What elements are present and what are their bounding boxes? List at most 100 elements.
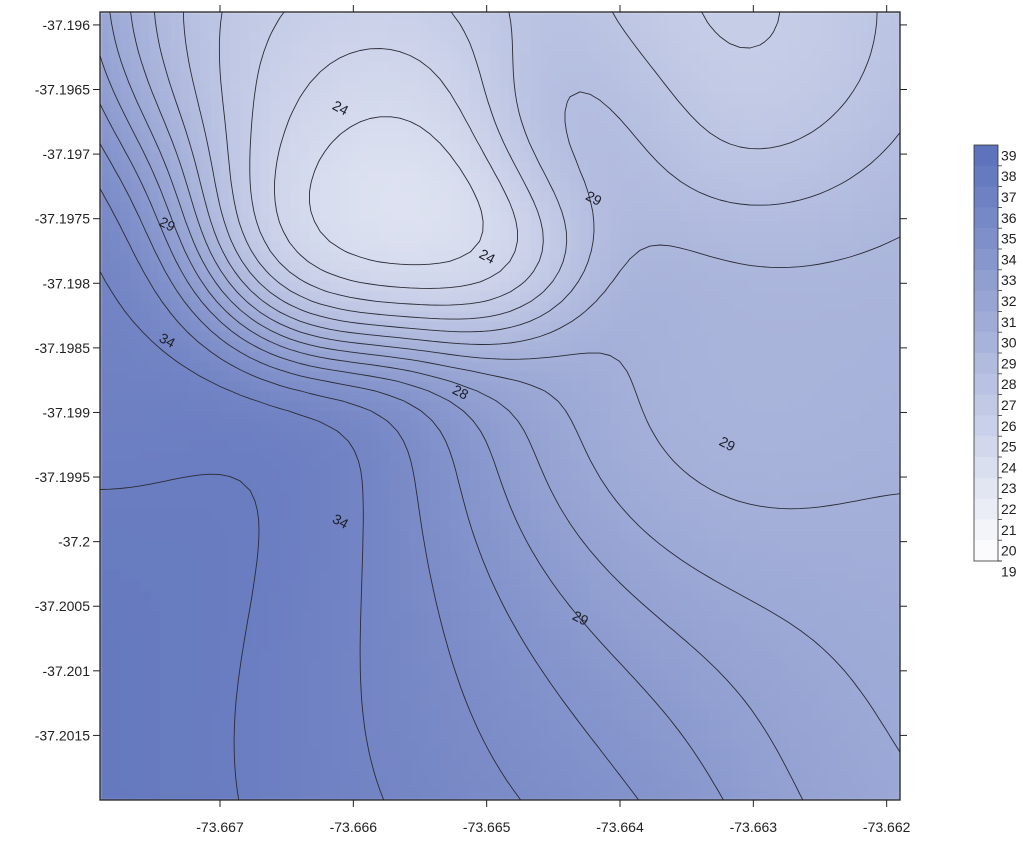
field-cell <box>700 430 711 442</box>
field-cell <box>270 41 281 53</box>
field-cell <box>110 191 121 203</box>
field-cell <box>160 311 171 322</box>
field-cell <box>330 341 341 352</box>
field-cell <box>120 470 131 482</box>
field-cell <box>820 610 831 622</box>
field-cell <box>400 301 411 312</box>
field-cell <box>250 161 261 173</box>
field-cell <box>760 371 771 382</box>
field-cell <box>250 600 261 612</box>
field-cell <box>230 211 241 223</box>
field-cell <box>460 61 471 73</box>
field-cell <box>620 41 631 53</box>
field-cell <box>260 31 271 43</box>
field-cell <box>200 371 211 382</box>
field-cell <box>230 241 241 252</box>
field-cell <box>150 420 161 432</box>
field-cell <box>400 171 411 183</box>
field-cell <box>870 141 881 153</box>
field-cell <box>150 211 161 223</box>
field-cell <box>850 31 861 43</box>
field-cell <box>360 440 371 452</box>
field-cell <box>250 401 261 412</box>
field-cell <box>660 201 671 213</box>
field-cell <box>530 121 541 133</box>
field-cell <box>480 470 491 482</box>
field-cell <box>400 361 411 372</box>
field-cell <box>540 301 551 312</box>
field-cell <box>600 331 611 342</box>
field-cell <box>740 500 751 512</box>
field-cell <box>520 12 531 23</box>
field-cell <box>480 21 491 33</box>
field-cell <box>670 211 681 223</box>
field-cell <box>500 181 511 193</box>
field-cell <box>850 171 861 183</box>
field-cell <box>870 321 881 332</box>
field-cell <box>810 131 821 143</box>
field-cell <box>340 620 351 632</box>
field-cell <box>850 191 861 203</box>
field-cell <box>300 610 311 622</box>
field-cell <box>510 221 521 233</box>
field-cell <box>390 261 401 272</box>
field-cell <box>890 321 900 332</box>
field-cell <box>230 391 241 402</box>
field-cell <box>160 510 171 522</box>
field-cell <box>230 600 241 612</box>
field-cell <box>480 361 491 372</box>
field-cell <box>210 620 221 632</box>
field-cell <box>780 500 791 512</box>
field-cell <box>860 231 871 243</box>
field-cell <box>340 480 351 492</box>
field-cell <box>380 590 391 602</box>
field-cell <box>390 111 401 123</box>
field-cell <box>160 211 171 223</box>
field-cell <box>410 271 421 282</box>
field-cell <box>240 550 251 562</box>
field-cell <box>240 520 251 532</box>
field-cell <box>750 301 761 312</box>
field-cell <box>260 361 271 372</box>
field-cell <box>260 151 271 163</box>
field-cell <box>480 211 491 223</box>
field-cell <box>420 510 431 522</box>
field-cell <box>310 111 321 123</box>
field-cell <box>690 540 701 552</box>
field-cell <box>580 231 591 243</box>
field-cell <box>760 301 771 312</box>
field-cell <box>200 361 211 372</box>
field-cell <box>340 460 351 472</box>
field-cell <box>190 231 201 243</box>
field-cell <box>710 231 721 243</box>
field-cell <box>720 500 731 512</box>
field-cell <box>560 620 571 632</box>
field-cell <box>260 131 271 143</box>
field-cell <box>590 31 601 43</box>
field-cell <box>630 500 641 512</box>
field-cell <box>710 51 721 63</box>
field-cell <box>440 301 451 312</box>
field-cell <box>640 81 651 93</box>
field-cell <box>670 361 681 372</box>
field-cell <box>770 121 781 133</box>
field-cell <box>390 620 401 632</box>
field-cell <box>660 530 671 542</box>
field-cell <box>720 570 731 582</box>
field-cell <box>780 41 791 53</box>
field-cell <box>840 590 851 602</box>
field-cell <box>600 381 611 392</box>
field-cell <box>630 510 641 522</box>
field-cell <box>210 61 221 73</box>
field-cell <box>360 351 371 362</box>
field-cell <box>290 351 301 362</box>
field-cell <box>100 490 111 502</box>
field-cell <box>210 111 221 123</box>
field-cell <box>520 31 531 43</box>
field-cell <box>790 12 801 23</box>
field-cell <box>190 530 201 542</box>
field-cell <box>270 600 281 612</box>
field-cell <box>210 181 221 193</box>
field-cell <box>350 321 361 332</box>
field-cell <box>520 381 531 392</box>
